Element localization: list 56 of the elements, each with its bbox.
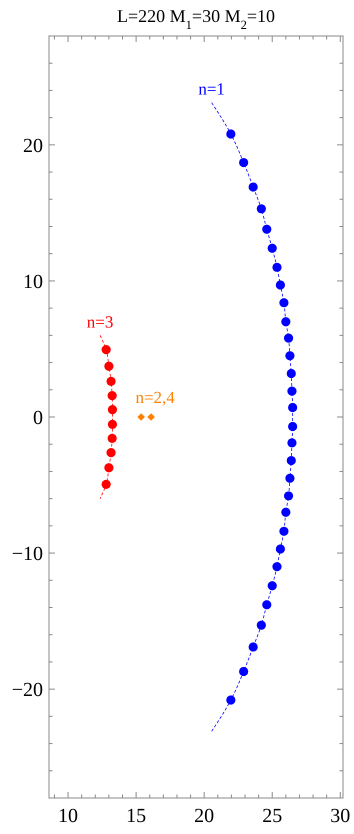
y-tick-label: −20 bbox=[12, 679, 43, 702]
point bbox=[104, 362, 114, 371]
point bbox=[108, 420, 118, 429]
x-tick-label: 25 bbox=[262, 805, 282, 827]
point bbox=[226, 129, 236, 139]
y-tick-label: 20 bbox=[23, 134, 43, 157]
point bbox=[285, 474, 295, 483]
point bbox=[102, 345, 111, 354]
chart-title: L=220 M$_{1}$=30 M$_{2}$=10 bbox=[116, 6, 276, 32]
point bbox=[147, 413, 155, 421]
x-tick-label: 30 bbox=[330, 805, 350, 827]
point bbox=[279, 526, 289, 536]
point bbox=[256, 620, 266, 630]
y-tick-label: −10 bbox=[12, 543, 43, 566]
series-label: n=3 bbox=[86, 312, 114, 332]
point bbox=[288, 422, 298, 432]
point bbox=[268, 244, 277, 253]
point bbox=[276, 544, 285, 554]
point bbox=[102, 480, 111, 489]
point bbox=[286, 368, 296, 378]
point bbox=[262, 224, 272, 234]
point bbox=[285, 351, 295, 360]
point bbox=[262, 600, 272, 610]
point bbox=[281, 508, 290, 517]
point bbox=[288, 402, 298, 412]
point bbox=[256, 204, 266, 214]
x-tick-label: 10 bbox=[58, 805, 78, 827]
x-tick-label: 20 bbox=[194, 805, 214, 827]
y-tick-label: 10 bbox=[23, 270, 43, 293]
point bbox=[284, 491, 294, 501]
point bbox=[106, 448, 116, 458]
point bbox=[239, 158, 248, 168]
series-label: n=2,4 bbox=[135, 388, 176, 407]
series-label: n=1 bbox=[198, 80, 225, 99]
point bbox=[287, 386, 297, 396]
point bbox=[104, 463, 114, 472]
point bbox=[248, 182, 258, 192]
point bbox=[108, 391, 117, 400]
point bbox=[248, 642, 258, 652]
point bbox=[239, 666, 248, 676]
point bbox=[284, 333, 294, 343]
point bbox=[268, 581, 277, 590]
point bbox=[108, 405, 118, 414]
point bbox=[287, 438, 297, 448]
point bbox=[281, 317, 290, 326]
x-tick-label: 15 bbox=[126, 805, 146, 827]
y-tick-label: 0 bbox=[33, 407, 43, 429]
point bbox=[279, 298, 289, 308]
point bbox=[286, 456, 296, 466]
point bbox=[137, 413, 145, 421]
point bbox=[108, 434, 117, 443]
point bbox=[276, 280, 285, 290]
point bbox=[272, 562, 282, 572]
point bbox=[106, 376, 116, 386]
point bbox=[272, 262, 282, 272]
point bbox=[226, 695, 236, 705]
